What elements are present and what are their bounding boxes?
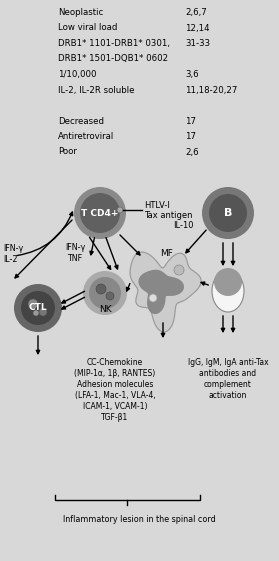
Circle shape — [28, 299, 38, 309]
Text: CC-Chemokine
(MIP-1α, 1β, RANTES)
Adhesion molecules
(LFA-1, Mac-1, VLA-4,
ICAM-: CC-Chemokine (MIP-1α, 1β, RANTES) Adhesi… — [74, 358, 156, 422]
Circle shape — [89, 277, 121, 309]
Circle shape — [117, 207, 123, 213]
Text: 1/10,000: 1/10,000 — [58, 70, 97, 79]
Text: Antiretroviral: Antiretroviral — [58, 132, 114, 141]
Circle shape — [80, 193, 120, 233]
Text: IL-10: IL-10 — [173, 222, 193, 231]
Text: T CD4+: T CD4+ — [81, 209, 119, 218]
Text: IgG, IgM, IgA anti-Tax
antibodies and
complement
activation: IgG, IgM, IgA anti-Tax antibodies and co… — [188, 358, 268, 401]
Circle shape — [74, 187, 126, 239]
Circle shape — [21, 291, 55, 325]
Text: 17: 17 — [185, 117, 196, 126]
Text: CTL: CTL — [29, 304, 47, 312]
Circle shape — [83, 271, 127, 315]
Text: 11,18-20,27: 11,18-20,27 — [185, 85, 237, 94]
Text: IFN-γ
TNF: IFN-γ TNF — [65, 243, 85, 263]
Circle shape — [214, 268, 242, 296]
Text: Poor: Poor — [58, 148, 77, 157]
Text: 12,14: 12,14 — [185, 24, 210, 33]
Circle shape — [39, 308, 47, 316]
Text: 17: 17 — [185, 132, 196, 141]
Text: 2,6: 2,6 — [185, 148, 199, 157]
Circle shape — [33, 310, 39, 316]
Text: Inflammatory lesion in the spinal cord: Inflammatory lesion in the spinal cord — [62, 514, 215, 523]
Text: IL-2, IL-2R soluble: IL-2, IL-2R soluble — [58, 85, 134, 94]
Circle shape — [96, 284, 106, 294]
Text: IFN-γ
IL-2: IFN-γ IL-2 — [3, 244, 23, 264]
Text: Neoplastic: Neoplastic — [58, 8, 103, 17]
Circle shape — [209, 194, 247, 232]
Text: Tax antigen: Tax antigen — [144, 210, 193, 219]
Circle shape — [14, 284, 62, 332]
Text: MF: MF — [160, 249, 174, 258]
Text: Decreased: Decreased — [58, 117, 104, 126]
Text: 3,6: 3,6 — [185, 70, 199, 79]
Polygon shape — [139, 270, 183, 314]
Text: 2,6,7: 2,6,7 — [185, 8, 207, 17]
Polygon shape — [130, 252, 201, 332]
Circle shape — [149, 294, 157, 302]
Text: NK: NK — [99, 306, 111, 315]
Circle shape — [202, 187, 254, 239]
Text: HTLV-I: HTLV-I — [144, 200, 170, 209]
Text: B: B — [224, 208, 232, 218]
Ellipse shape — [212, 270, 244, 312]
Text: DRB1* 1101-DRB1* 0301,: DRB1* 1101-DRB1* 0301, — [58, 39, 170, 48]
Text: DRB1* 1501-DQB1* 0602: DRB1* 1501-DQB1* 0602 — [58, 54, 168, 63]
Circle shape — [174, 265, 184, 275]
Text: 31-33: 31-33 — [185, 39, 210, 48]
Circle shape — [106, 292, 114, 300]
Text: Low viral load: Low viral load — [58, 24, 117, 33]
